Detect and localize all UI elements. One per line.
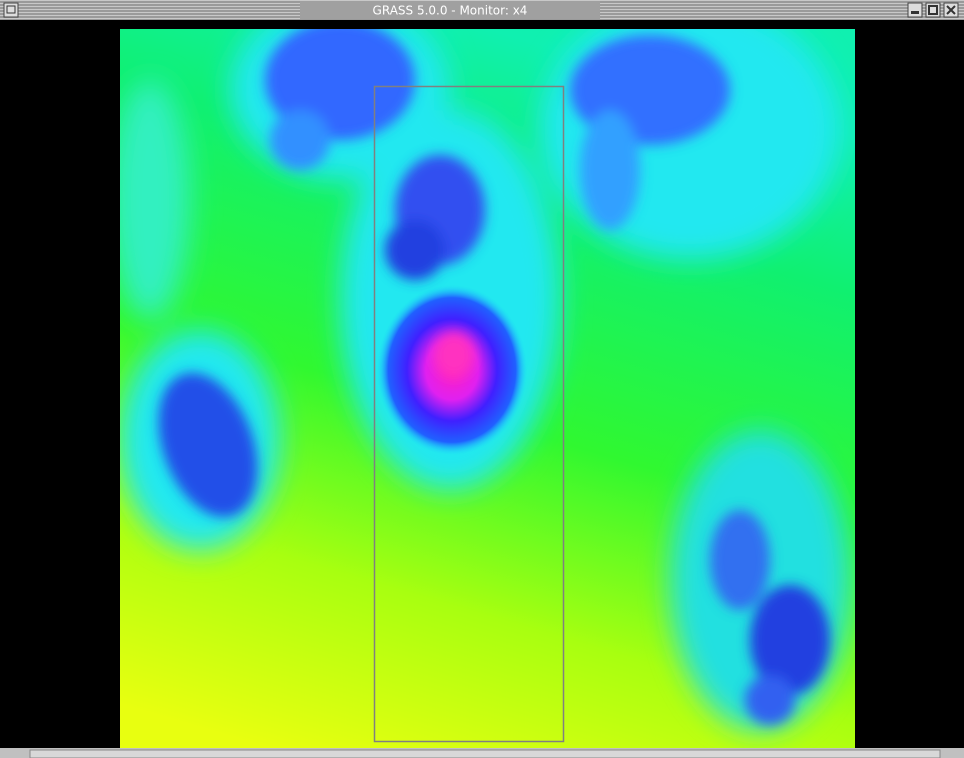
elevation-map [110, 0, 855, 748]
scroll-track [30, 750, 940, 758]
summit-core [434, 333, 474, 377]
minimize-icon [911, 11, 919, 14]
window-menu-button[interactable] [4, 3, 18, 17]
minimize-button[interactable] [908, 3, 922, 17]
monitor-window: GRASS 5.0.0 - Monitor: x4 [0, 0, 964, 758]
window-title: GRASS 5.0.0 - Monitor: x4 [373, 4, 528, 18]
page: GRASS 5.0.0 - Monitor: x4 [0, 0, 964, 758]
